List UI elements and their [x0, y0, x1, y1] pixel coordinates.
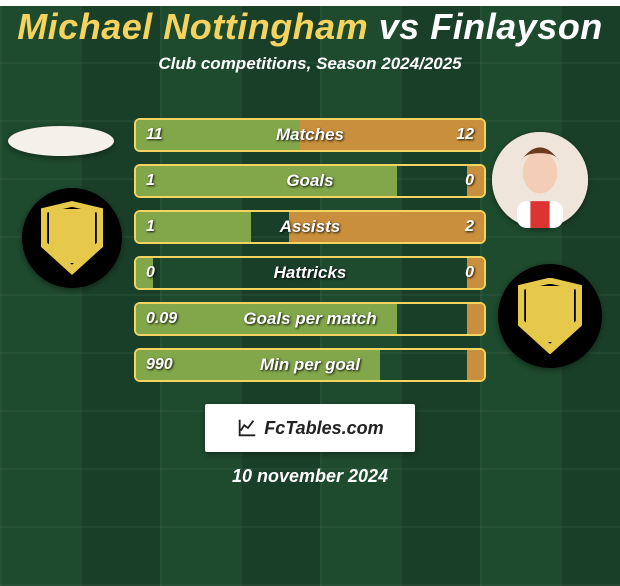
stat-label: Goals per match	[136, 309, 484, 329]
chart-icon	[236, 417, 258, 439]
stat-row: 10Goals	[134, 164, 486, 198]
stat-label: Matches	[136, 125, 484, 145]
title-right: Finlayson	[430, 6, 603, 47]
stat-label: Hattricks	[136, 263, 484, 283]
stat-row: 0.09Goals per match	[134, 302, 486, 336]
title-vs: vs	[368, 6, 430, 47]
subtitle: Club competitions, Season 2024/2025	[0, 54, 620, 74]
club-right-crest	[498, 264, 602, 368]
stat-row: 00Hattricks	[134, 256, 486, 290]
stat-label: Min per goal	[136, 355, 484, 375]
stat-row: 1112Matches	[134, 118, 486, 152]
stat-label: Goals	[136, 171, 484, 191]
stat-row: 12Assists	[134, 210, 486, 244]
title-left: Michael Nottingham	[17, 6, 368, 47]
brand-name: Tables.com	[285, 418, 383, 438]
brand-prefix: Fc	[264, 418, 285, 438]
player-left-avatar	[8, 126, 114, 156]
stat-label: Assists	[136, 217, 484, 237]
source-badge: FcTables.com	[205, 404, 415, 452]
date-text: 10 november 2024	[0, 466, 620, 487]
player-right-avatar	[492, 132, 588, 228]
stat-row: 990Min per goal	[134, 348, 486, 382]
page-title: Michael Nottingham vs Finlayson	[0, 6, 620, 48]
club-left-crest	[22, 188, 122, 288]
